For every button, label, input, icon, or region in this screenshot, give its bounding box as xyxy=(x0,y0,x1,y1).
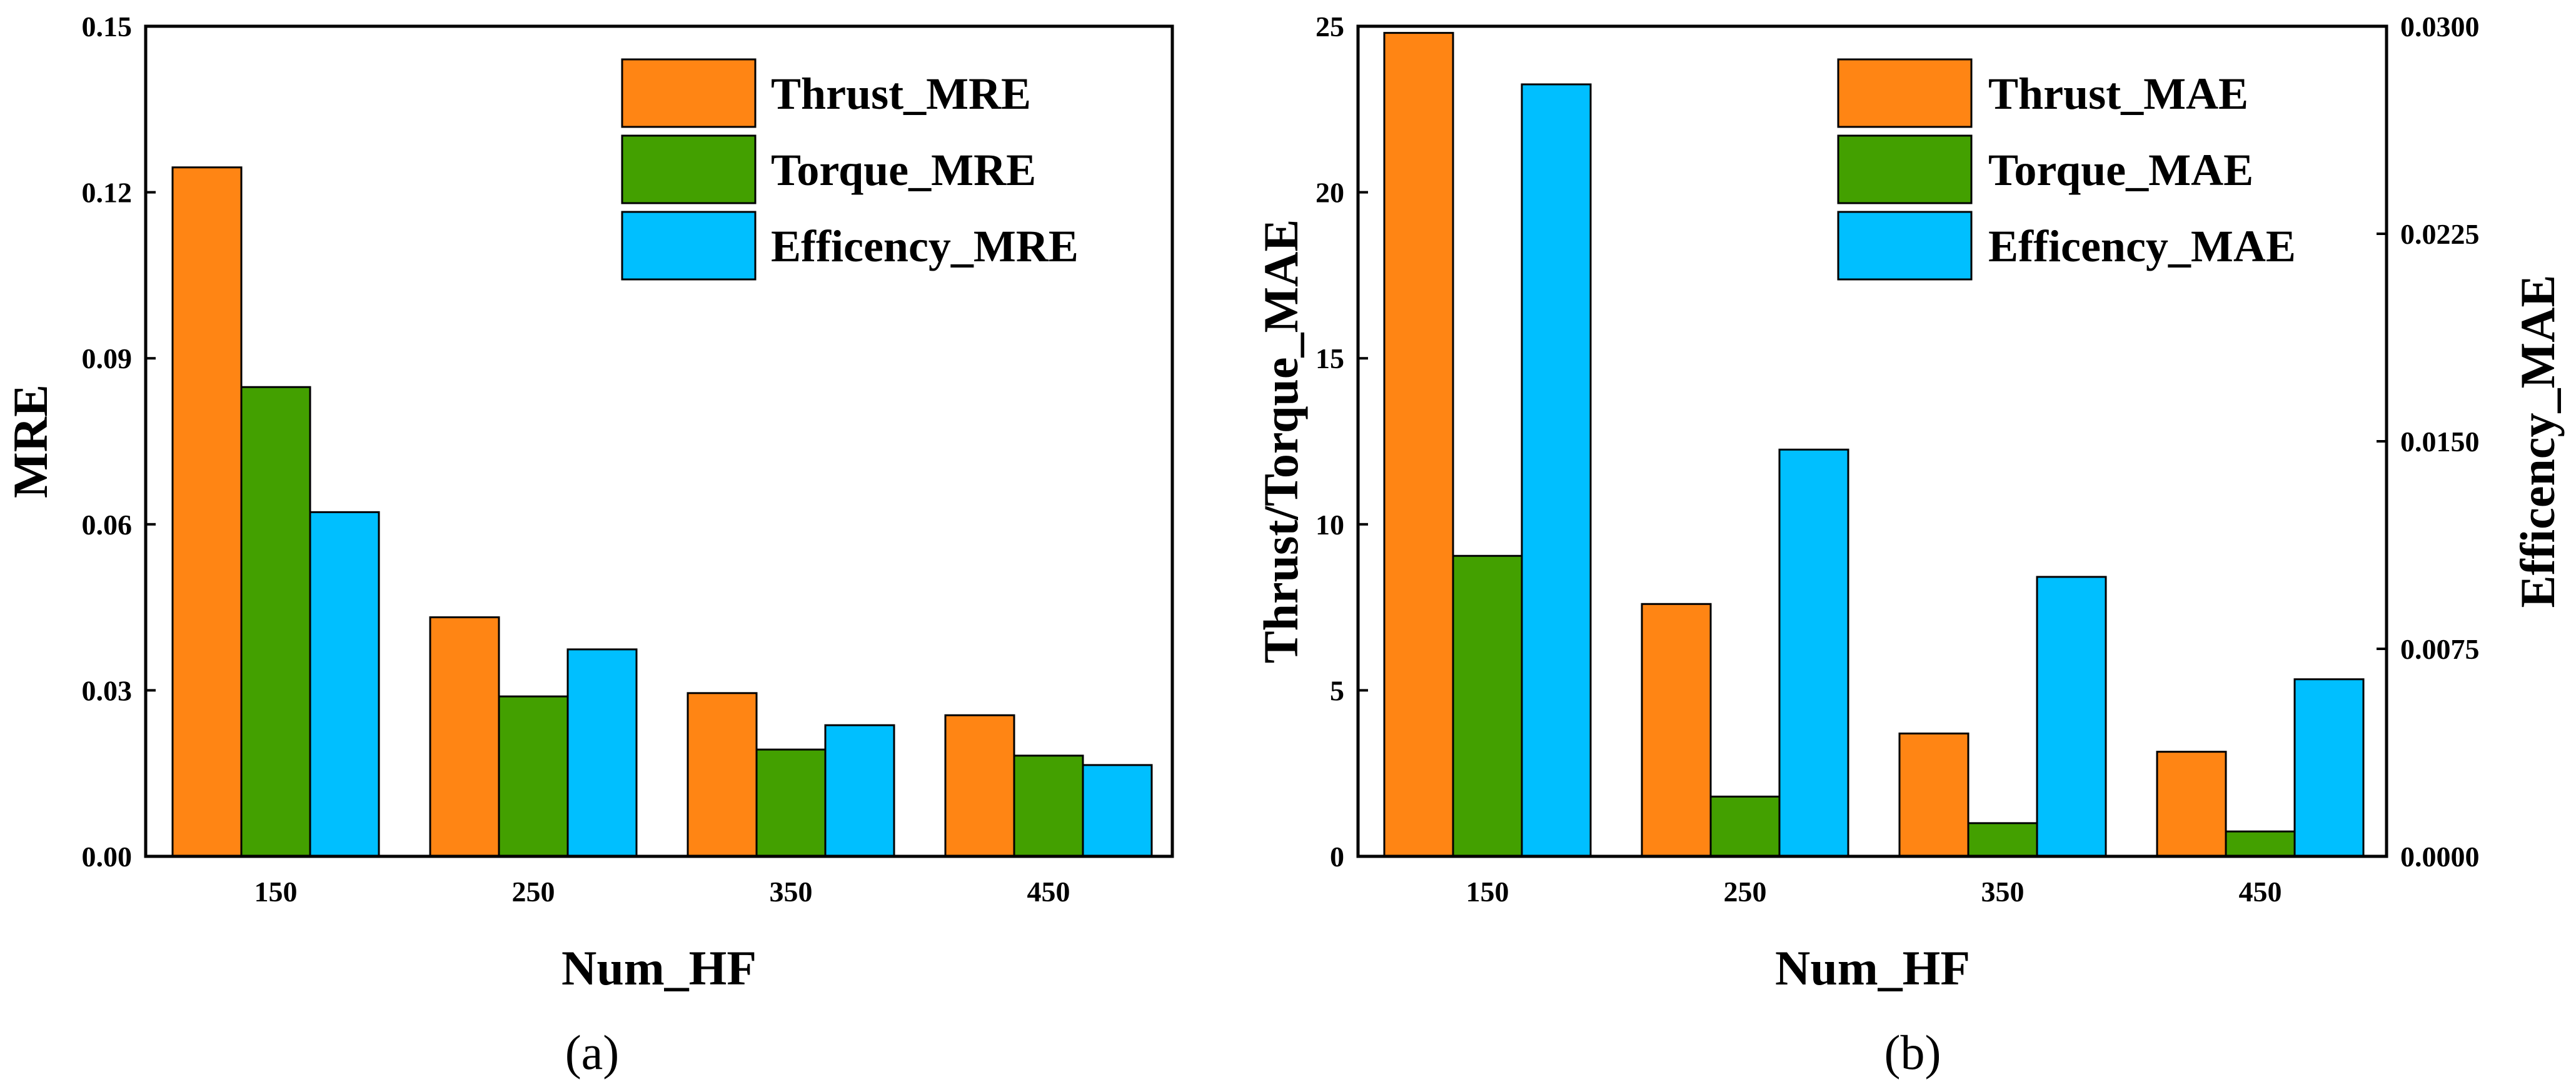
y-tick-label: 20 xyxy=(1316,177,1344,209)
y-tick-label: 0.06 xyxy=(82,509,133,541)
x-tick-label: 250 xyxy=(1724,876,1767,908)
bar-torque-mae-150 xyxy=(1452,554,1523,858)
legend-swatch-torque-mre xyxy=(621,134,757,204)
legend-label-torque-mae: Torque_MAE xyxy=(1988,145,2253,195)
x-tick-label: 350 xyxy=(770,876,813,908)
bar-efficency-mre-350 xyxy=(824,724,895,858)
panel-a-plot-frame xyxy=(144,24,1174,858)
right-y-tick-label: 0.0150 xyxy=(2400,426,2480,458)
bar-efficency-mae-250 xyxy=(1778,448,1849,858)
y-tick-label: 15 xyxy=(1316,343,1344,374)
legend-swatch-torque-mae xyxy=(1837,134,1973,204)
bar-efficency-mre-450 xyxy=(1082,764,1153,858)
legend-swatch-thrust-mae xyxy=(1837,58,1973,128)
legend-swatch-thrust-mre xyxy=(621,58,757,128)
x-tick-label: 250 xyxy=(512,876,555,908)
panel-b-caption: (b) xyxy=(1884,1025,1941,1079)
x-tick-label: 450 xyxy=(2239,876,2282,908)
y-tick-label: 0.09 xyxy=(82,343,133,374)
x-tick-label: 350 xyxy=(1981,876,2025,908)
bar-thrust-mae-250 xyxy=(1641,603,1712,858)
bar-thrust-mae-350 xyxy=(1898,732,1970,858)
legend-label-thrust-mae: Thrust_MAE xyxy=(1988,69,2248,119)
panel-b-x-axis-title: Num_HF xyxy=(1775,941,1970,995)
panel-a-legend: Thrust_MRE Torque_MRE Efficency_MRE xyxy=(621,58,1079,281)
x-tick-label: 450 xyxy=(1027,876,1070,908)
panel-b-legend: Thrust_MAE Torque_MAE Efficency_MAE xyxy=(1837,58,2296,281)
legend-label-thrust-mre: Thrust_MRE xyxy=(771,69,1031,119)
panel-b-right-y-axis: 0.0000 0.0075 0.0150 0.0225 0.0300 xyxy=(2377,11,2480,873)
bar-thrust-mae-150 xyxy=(1383,32,1454,858)
panel-b-chart: 0 5 10 15 20 25 0.0000 0.0075 0.0150 0.0225 0.030… xyxy=(1254,11,2565,1079)
panel-b-left-y-axis-title: Thrust/Torque_MAE xyxy=(1254,219,1308,664)
bar-torque-mre-450 xyxy=(1013,754,1084,858)
y-tick-label: 0.12 xyxy=(82,177,133,209)
bar-torque-mae-350 xyxy=(1967,822,2038,858)
x-tick-label: 150 xyxy=(1466,876,1509,908)
y-tick-label: 0.03 xyxy=(82,674,133,706)
bar-thrust-mre-250 xyxy=(429,616,500,858)
bar-torque-mre-150 xyxy=(240,386,311,858)
panel-a-y-axis: 0.00 0.03 0.06 0.09 0.12 0.15 xyxy=(82,11,156,873)
legend-swatch-efficency-mre xyxy=(621,211,757,281)
bar-torque-mae-450 xyxy=(2225,830,2296,858)
y-tick-label: 5 xyxy=(1330,674,1344,706)
legend-label-torque-mre: Torque_MRE xyxy=(771,145,1036,195)
panel-b-bars xyxy=(1383,32,2365,858)
right-y-tick-label: 0.0300 xyxy=(2400,11,2480,43)
right-y-tick-label: 0.0075 xyxy=(2400,633,2480,665)
bar-efficency-mae-450 xyxy=(2293,678,2365,858)
y-tick-label: 0.00 xyxy=(82,841,133,873)
panel-a-bars xyxy=(171,166,1153,858)
panel-a-x-axis-title: Num_HF xyxy=(561,941,757,995)
panel-b-left-y-axis: 0 5 10 15 20 25 xyxy=(1316,11,1368,873)
panel-a-x-axis: 150 250 350 450 xyxy=(254,876,1070,908)
legend-swatch-efficency-mae xyxy=(1837,211,1973,281)
bar-thrust-mre-450 xyxy=(944,714,1015,858)
x-tick-label: 150 xyxy=(254,876,298,908)
bar-torque-mae-250 xyxy=(1709,795,1781,858)
bar-thrust-mre-350 xyxy=(687,692,758,858)
y-tick-label: 0.15 xyxy=(82,11,133,43)
right-y-tick-label: 0.0000 xyxy=(2400,841,2480,873)
legend-label-efficency-mre: Efficency_MRE xyxy=(771,221,1079,271)
bar-efficency-mae-350 xyxy=(2036,576,2107,858)
bar-efficency-mae-150 xyxy=(1521,83,1592,858)
y-tick-label: 25 xyxy=(1316,11,1344,43)
bar-thrust-mae-450 xyxy=(2156,751,2227,858)
y-tick-label: 10 xyxy=(1316,509,1344,541)
bar-efficency-mre-250 xyxy=(566,648,638,858)
right-y-tick-label: 0.0225 xyxy=(2400,218,2480,250)
bar-torque-mre-350 xyxy=(755,748,827,858)
bar-torque-mre-250 xyxy=(498,695,569,858)
panel-b-right-y-axis-title: Efficency_MAE xyxy=(2510,275,2565,608)
panel-b-x-axis: 150 250 350 450 xyxy=(1466,876,2282,908)
panel-a-y-axis-title: MRE xyxy=(3,384,58,498)
bar-efficency-mre-150 xyxy=(309,511,380,858)
legend-label-efficency-mae: Efficency_MAE xyxy=(1988,221,2296,271)
panel-a-caption: (a) xyxy=(565,1025,620,1079)
panel-a-chart: 0.00 0.03 0.06 0.09 0.12 0.15 150 250 350 450 Nu… xyxy=(3,11,1174,1079)
bar-thrust-mre-150 xyxy=(171,166,243,858)
y-tick-label: 0 xyxy=(1330,841,1344,873)
